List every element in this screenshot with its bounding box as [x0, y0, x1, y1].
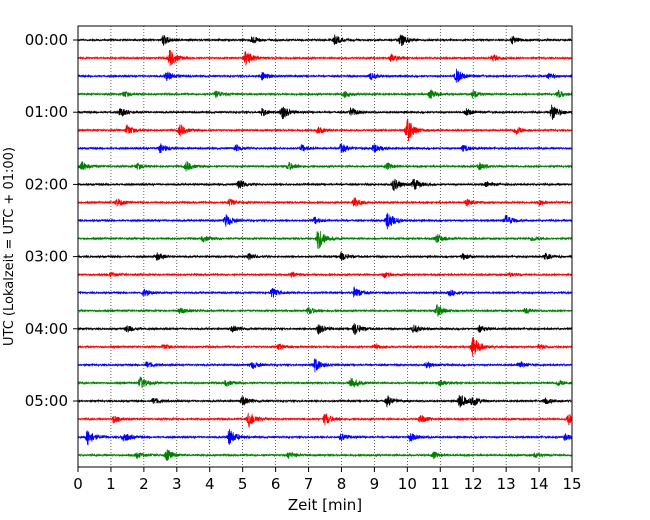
y-tick-label: 02:00 [25, 175, 68, 193]
seismic-trace-0115 [77, 118, 573, 142]
seismic-trace-0130 [77, 143, 573, 154]
seismic-trace-0245 [77, 231, 573, 249]
x-tick-label: 6 [271, 475, 281, 493]
seismic-trace-0515 [77, 412, 573, 428]
seismic-trace-0330 [77, 285, 573, 298]
seismic-trace-0445 [77, 376, 573, 389]
y-tick-label: 05:00 [25, 392, 68, 410]
y-tick-label: 04:00 [25, 320, 68, 338]
x-tick-label: 15 [562, 475, 581, 493]
seismic-trace-0415 [77, 337, 573, 357]
trace-lines [77, 34, 573, 461]
seismic-trace-0400 [77, 323, 573, 335]
seismic-trace-0315 [77, 271, 573, 279]
x-tick-label: 13 [497, 475, 516, 493]
x-axis-ticks: 0 1 2 3 4 5 6 7 8 9 10 11 12 13 14 15 [73, 467, 582, 493]
y-axis-label: UTC (Lokalzeit = UTC + 01:00) [2, 147, 17, 346]
x-tick-label: 5 [238, 475, 248, 493]
seismic-trace-0345 [77, 304, 573, 317]
x-tick-label: 0 [73, 475, 83, 493]
x-tick-label: 14 [530, 475, 549, 493]
seismic-trace-0030 [77, 68, 573, 83]
x-tick-label: 9 [370, 475, 380, 493]
seismic-trace-0430 [77, 358, 573, 373]
seismic-trace-0145 [77, 160, 573, 172]
x-tick-label: 8 [337, 475, 347, 493]
seismic-trace-0015 [77, 50, 573, 67]
seismic-trace-0300 [77, 251, 573, 261]
y-tick-label: 00:00 [25, 31, 68, 49]
seismic-trace-0230 [77, 212, 573, 230]
y-tick-label: 01:00 [25, 103, 68, 121]
x-tick-label: 1 [106, 475, 116, 493]
x-tick-label: 12 [464, 475, 483, 493]
seismic-trace-0530 [77, 429, 573, 446]
seismic-trace-0100 [77, 104, 573, 120]
plot-frame [77, 25, 573, 468]
x-tick-label: 11 [431, 475, 450, 493]
x-tick-label: 2 [139, 475, 149, 493]
y-tick-label: 03:00 [25, 248, 68, 266]
x-axis-label: Zeit [min] [288, 496, 362, 514]
seismic-trace-0000 [77, 34, 573, 46]
x-tick-label: 3 [172, 475, 182, 493]
y-axis-ticks: 00:00 01:00 02:00 03:00 04:00 05:00 [25, 31, 78, 410]
seismic-trace-0200 [77, 178, 573, 191]
seismic-trace-0215 [77, 197, 573, 207]
seismic-trace-0500 [77, 395, 573, 408]
seismic-trace-0545 [77, 449, 573, 461]
x-tick-label: 4 [205, 475, 215, 493]
x-tick-label: 10 [398, 475, 417, 493]
seismic-trace-0045 [77, 89, 573, 99]
x-tick-label: 7 [304, 475, 314, 493]
